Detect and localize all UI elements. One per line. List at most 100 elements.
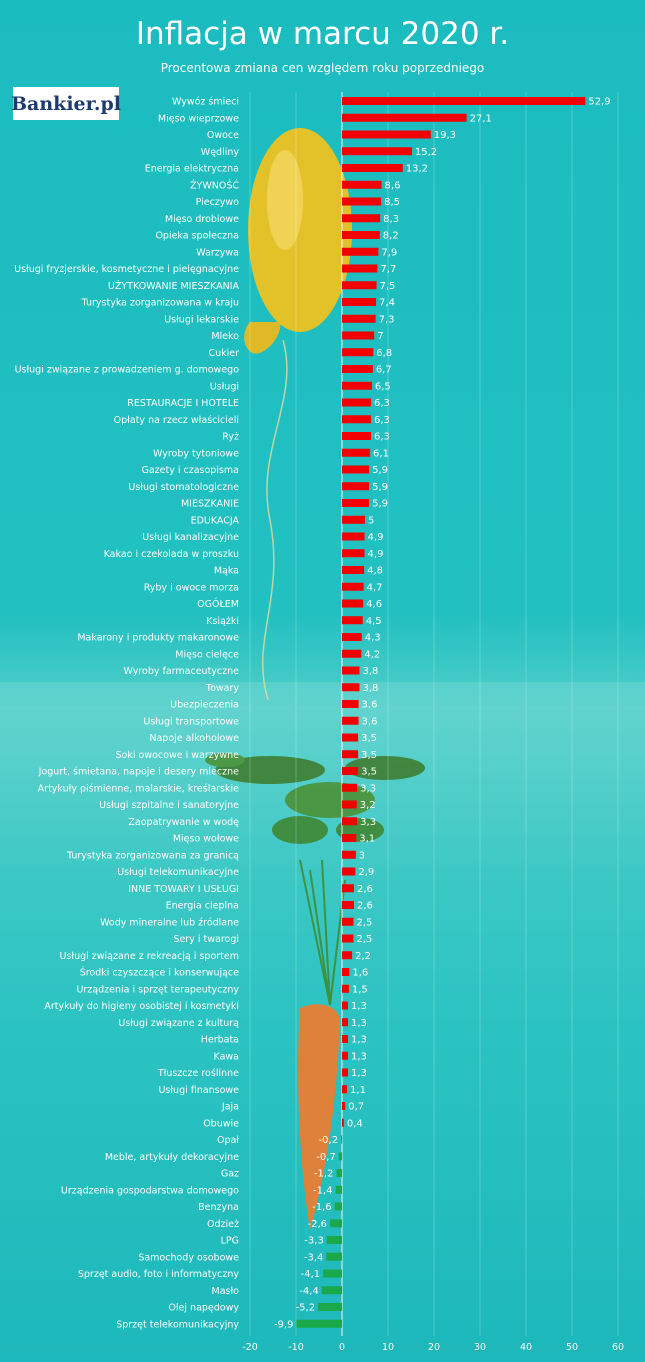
category-label: Herbata [201, 1035, 239, 1046]
value-label: 3,6 [362, 716, 378, 727]
balloon-string [261, 339, 288, 701]
value-label: 2,9 [358, 867, 374, 878]
value-label: 4,5 [366, 616, 382, 627]
value-label: 19,3 [434, 130, 456, 141]
lemon-balloon [248, 128, 352, 332]
category-label: Mleko [211, 331, 239, 342]
bar-53 [342, 984, 349, 993]
category-label: Usługi związane z prowadzeniem g. domowe… [15, 365, 240, 376]
value-label: -9,9 [274, 1319, 294, 1330]
category-label: UŻYTKOWANIE MIESZKANIA [108, 281, 240, 292]
value-label: 0,4 [347, 1118, 363, 1129]
category-label: Mąka [214, 566, 239, 577]
category-label: Makarony i produkty makaronowe [77, 633, 239, 644]
bar-66 [334, 1202, 342, 1211]
bar-51 [342, 951, 353, 960]
bar-22 [342, 465, 370, 474]
category-label: Obuwie [203, 1118, 239, 1129]
bar-49 [342, 917, 354, 926]
bar-67 [330, 1219, 342, 1228]
value-label: 6,8 [376, 348, 392, 359]
bar-73 [296, 1319, 342, 1328]
bar-10 [342, 264, 378, 273]
bar-69 [326, 1252, 342, 1261]
bar-5 [342, 180, 382, 189]
value-label: 3,5 [361, 767, 377, 778]
bar-45 [342, 850, 356, 859]
bar-33 [342, 649, 362, 658]
bar-55 [342, 1018, 348, 1027]
category-label: Jaja [221, 1102, 239, 1113]
category-label: Mięso wołowe [173, 834, 239, 845]
category-label: Ryż [222, 432, 239, 443]
category-label: Urządzenia gospodarstwa domowego [61, 1185, 239, 1196]
x-tick-label: -10 [288, 1342, 304, 1353]
category-label: Sery i twarogi [173, 934, 239, 945]
category-label: Owoce [207, 130, 239, 141]
bar-28 [342, 566, 365, 574]
bankier-logo: Bankier.pl [11, 87, 121, 120]
category-label: Kakao i czekolada w proszku [104, 549, 239, 560]
category-label: EDUKACJA [191, 515, 240, 526]
bar-48 [342, 901, 354, 909]
value-label: 2,6 [357, 884, 373, 895]
category-label: Benzyna [198, 1202, 239, 1213]
category-label: Urządzenia i sprzęt terapeutyczny [76, 984, 239, 995]
value-label: 7,5 [380, 281, 396, 292]
category-label: Mięso cielęce [175, 649, 239, 660]
bar-43 [342, 817, 358, 826]
category-label: Ryby i owoce morza [144, 582, 239, 593]
value-label: -0,2 [319, 1135, 339, 1146]
bar-68 [326, 1236, 342, 1244]
category-label: Gaz [221, 1169, 239, 1180]
category-label: INNE TOWARY I USŁUGI [128, 884, 239, 895]
bar-1 [342, 113, 467, 122]
bar-3 [342, 147, 412, 156]
carrot-leaves [205, 753, 425, 1006]
bar-57 [342, 1051, 348, 1060]
value-label: -1,4 [313, 1185, 333, 1196]
category-label: Usługi stomatologiczne [128, 482, 239, 493]
value-label: 27,1 [470, 113, 492, 124]
value-label: 8,3 [383, 214, 399, 225]
category-label: OGÓŁEM [197, 598, 239, 610]
category-label: Opieka społeczna [155, 231, 239, 242]
x-tick-label: 60 [612, 1342, 624, 1353]
bar-59 [342, 1085, 348, 1094]
bar-44 [342, 834, 357, 842]
bar-52 [342, 968, 350, 976]
value-label: -0,7 [316, 1152, 336, 1163]
bar-25 [342, 515, 365, 524]
value-label: 3,3 [360, 817, 376, 828]
bar-7 [342, 214, 381, 223]
value-label: 4,9 [368, 532, 384, 543]
value-label: 1,3 [351, 1035, 367, 1046]
x-tick-label: 40 [520, 1342, 532, 1353]
bar-60 [342, 1102, 346, 1110]
bar-47 [342, 884, 354, 893]
bar-72 [318, 1303, 342, 1311]
bar-34 [342, 666, 360, 675]
value-label: 4,7 [367, 582, 383, 593]
value-label: 8,6 [385, 180, 401, 191]
category-label: Usługi telekomunikacyjne [117, 867, 239, 878]
value-label: 2,5 [357, 934, 373, 945]
bar-6 [342, 197, 382, 206]
value-label: 6,3 [374, 415, 390, 426]
bar-11 [342, 281, 377, 290]
bar-27 [342, 549, 365, 558]
bar-15 [342, 348, 374, 357]
category-label: Cukier [208, 348, 239, 359]
bar-4 [342, 164, 403, 172]
category-label: Usługi kanalizacyjne [142, 532, 239, 543]
bar-8 [342, 231, 380, 239]
value-label: 3,1 [359, 834, 375, 845]
value-label: 7,3 [379, 314, 395, 325]
value-label: -1,2 [314, 1169, 334, 1180]
value-label: 0,7 [348, 1102, 364, 1113]
bar-36 [342, 700, 359, 708]
bar-30 [342, 599, 364, 608]
chart-subtitle: Procentowa zmiana cen względem roku popr… [160, 61, 485, 75]
value-label: 1,5 [352, 984, 368, 995]
